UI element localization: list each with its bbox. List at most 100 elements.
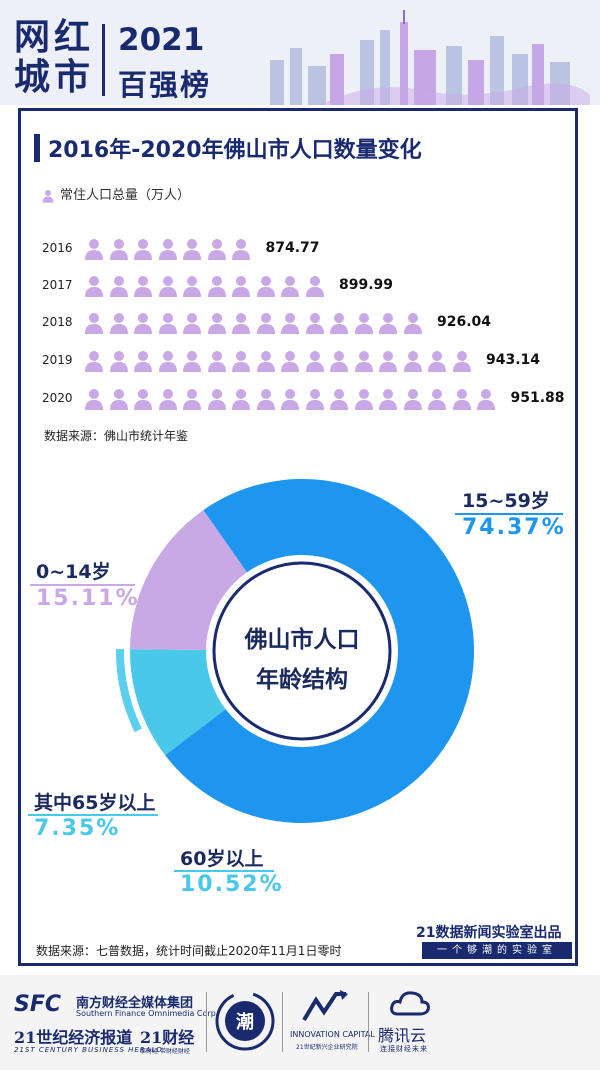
- population-value: 899.99: [339, 277, 394, 293]
- label-60-plus: 60岁以上: [180, 848, 264, 870]
- population-value: 943.14: [486, 352, 541, 368]
- person-icon: [232, 313, 250, 334]
- logo-char: 网: [14, 17, 50, 58]
- donut-center-label: 佛山市人口 年龄结构: [232, 620, 372, 700]
- person-icon: [281, 313, 299, 334]
- person-icon: [183, 239, 201, 260]
- pct-65-plus: 7.35%: [34, 816, 121, 841]
- source-note-census: 数据来源：七普数据，统计时间截止2020年11月1日零时: [36, 944, 342, 958]
- year-label: 2020: [42, 391, 73, 405]
- person-icon: [305, 389, 324, 410]
- person-icon: [183, 313, 201, 334]
- person-icon: [109, 389, 128, 410]
- person-icon: [109, 313, 128, 334]
- person-icon: [183, 351, 201, 372]
- person-icon: [158, 239, 177, 260]
- legend-label: 常住人口总量（万人）: [60, 188, 191, 203]
- c21-logo: 21财经: [140, 1028, 195, 1047]
- person-icon: [85, 389, 103, 410]
- person-icon: [207, 313, 226, 334]
- population-value: 874.77: [265, 240, 320, 256]
- person-icon: [403, 389, 422, 410]
- person-icon: [85, 313, 103, 334]
- label-underline: [174, 870, 274, 872]
- person-icon: [330, 389, 348, 410]
- producer-motto: 一个够潮的实验室: [422, 942, 572, 959]
- person-icon: [330, 351, 348, 372]
- person-icon: [281, 276, 299, 297]
- innovation-capital-sub: 21世纪新兴企业研究院: [296, 1044, 358, 1051]
- person-icon: [305, 276, 324, 297]
- logo-divider: [102, 24, 105, 96]
- header-year: 2021: [118, 22, 205, 58]
- person-icon: [452, 389, 471, 410]
- tencent-cloud-tagline: 连接财经未来: [380, 1045, 428, 1053]
- wanghong-logo: 网 红 城 市: [14, 20, 98, 100]
- year-label: 2016: [42, 241, 73, 255]
- person-icon: [183, 276, 201, 297]
- person-icon: [134, 239, 152, 260]
- person-icon: [207, 239, 226, 260]
- logo-char: 城: [14, 57, 50, 98]
- age-structure-donut-chart: [116, 478, 475, 823]
- person-icon: [256, 313, 275, 334]
- legend: 常住人口总量（万人）: [42, 184, 190, 203]
- person-icon: [85, 351, 103, 372]
- year-label: 2017: [42, 278, 73, 292]
- pct-0-14: 15.11%: [36, 586, 140, 611]
- logo-char: 市: [54, 57, 90, 98]
- producer-label: 21数据新闻实验室出品: [416, 925, 562, 941]
- footer: [0, 975, 600, 1070]
- person-icon: [477, 389, 495, 410]
- label-underline: [28, 814, 158, 816]
- person-icon: [256, 389, 275, 410]
- person-icon: [85, 276, 103, 297]
- innovation-capital-name: INNOVATION CAPITAL: [290, 1030, 375, 1039]
- person-icon: [134, 313, 152, 334]
- person-icon: [232, 276, 250, 297]
- label-underline: [30, 584, 135, 586]
- donut-slice: [130, 510, 247, 650]
- title-accent-bar: [34, 134, 40, 162]
- innovation-capital-icon: [302, 990, 348, 1022]
- tencent-cloud-icon: [390, 991, 430, 1016]
- footer-divider: [206, 992, 207, 1052]
- person-icon: [256, 276, 275, 297]
- person-icon: [109, 351, 128, 372]
- person-icon: [134, 351, 152, 372]
- label-0-14: 0~14岁: [36, 561, 111, 583]
- donut-center-line: 年龄结构: [256, 667, 348, 693]
- person-icon: [207, 276, 226, 297]
- c21-tagline: 拿财经 带财经财经: [140, 1048, 190, 1055]
- source-note-population: 数据来源：佛山市统计年鉴: [44, 429, 189, 443]
- footer-divider: [282, 992, 283, 1052]
- donut-center-ring: [212, 561, 392, 741]
- person-icon: [354, 313, 373, 334]
- person-icon: [403, 351, 422, 372]
- year-label: 2018: [42, 315, 73, 329]
- person-icon: [379, 351, 397, 372]
- person-icon: [134, 389, 152, 410]
- city-skyline-illustration: [270, 10, 590, 105]
- person-icon: [379, 313, 397, 334]
- logo-char: 红: [54, 17, 90, 58]
- person-icon: [379, 389, 397, 410]
- label-15-59: 15~59岁: [462, 490, 550, 512]
- chao-char: 潮: [236, 1012, 254, 1033]
- person-icon: [428, 389, 446, 410]
- donut-subslice-band: [116, 649, 142, 733]
- person-icon: [158, 276, 177, 297]
- herald-english: 21ST CENTURY BUSINESS HERALD: [14, 1046, 163, 1054]
- person-icon: [134, 276, 152, 297]
- header-rank-title: 百强榜: [118, 68, 212, 102]
- person-icon: [256, 351, 275, 372]
- person-icon: [183, 389, 201, 410]
- person-icon: [452, 351, 471, 372]
- person-icon: [232, 239, 250, 260]
- person-icon: [281, 389, 299, 410]
- chao-logo: 潮: [215, 991, 275, 1051]
- label-65-plus: 其中65岁以上: [34, 792, 156, 814]
- population-value: 951.88: [510, 390, 565, 406]
- person-icon: [232, 351, 250, 372]
- header-banner: 网 红 城 市 2021 百强榜: [0, 0, 600, 105]
